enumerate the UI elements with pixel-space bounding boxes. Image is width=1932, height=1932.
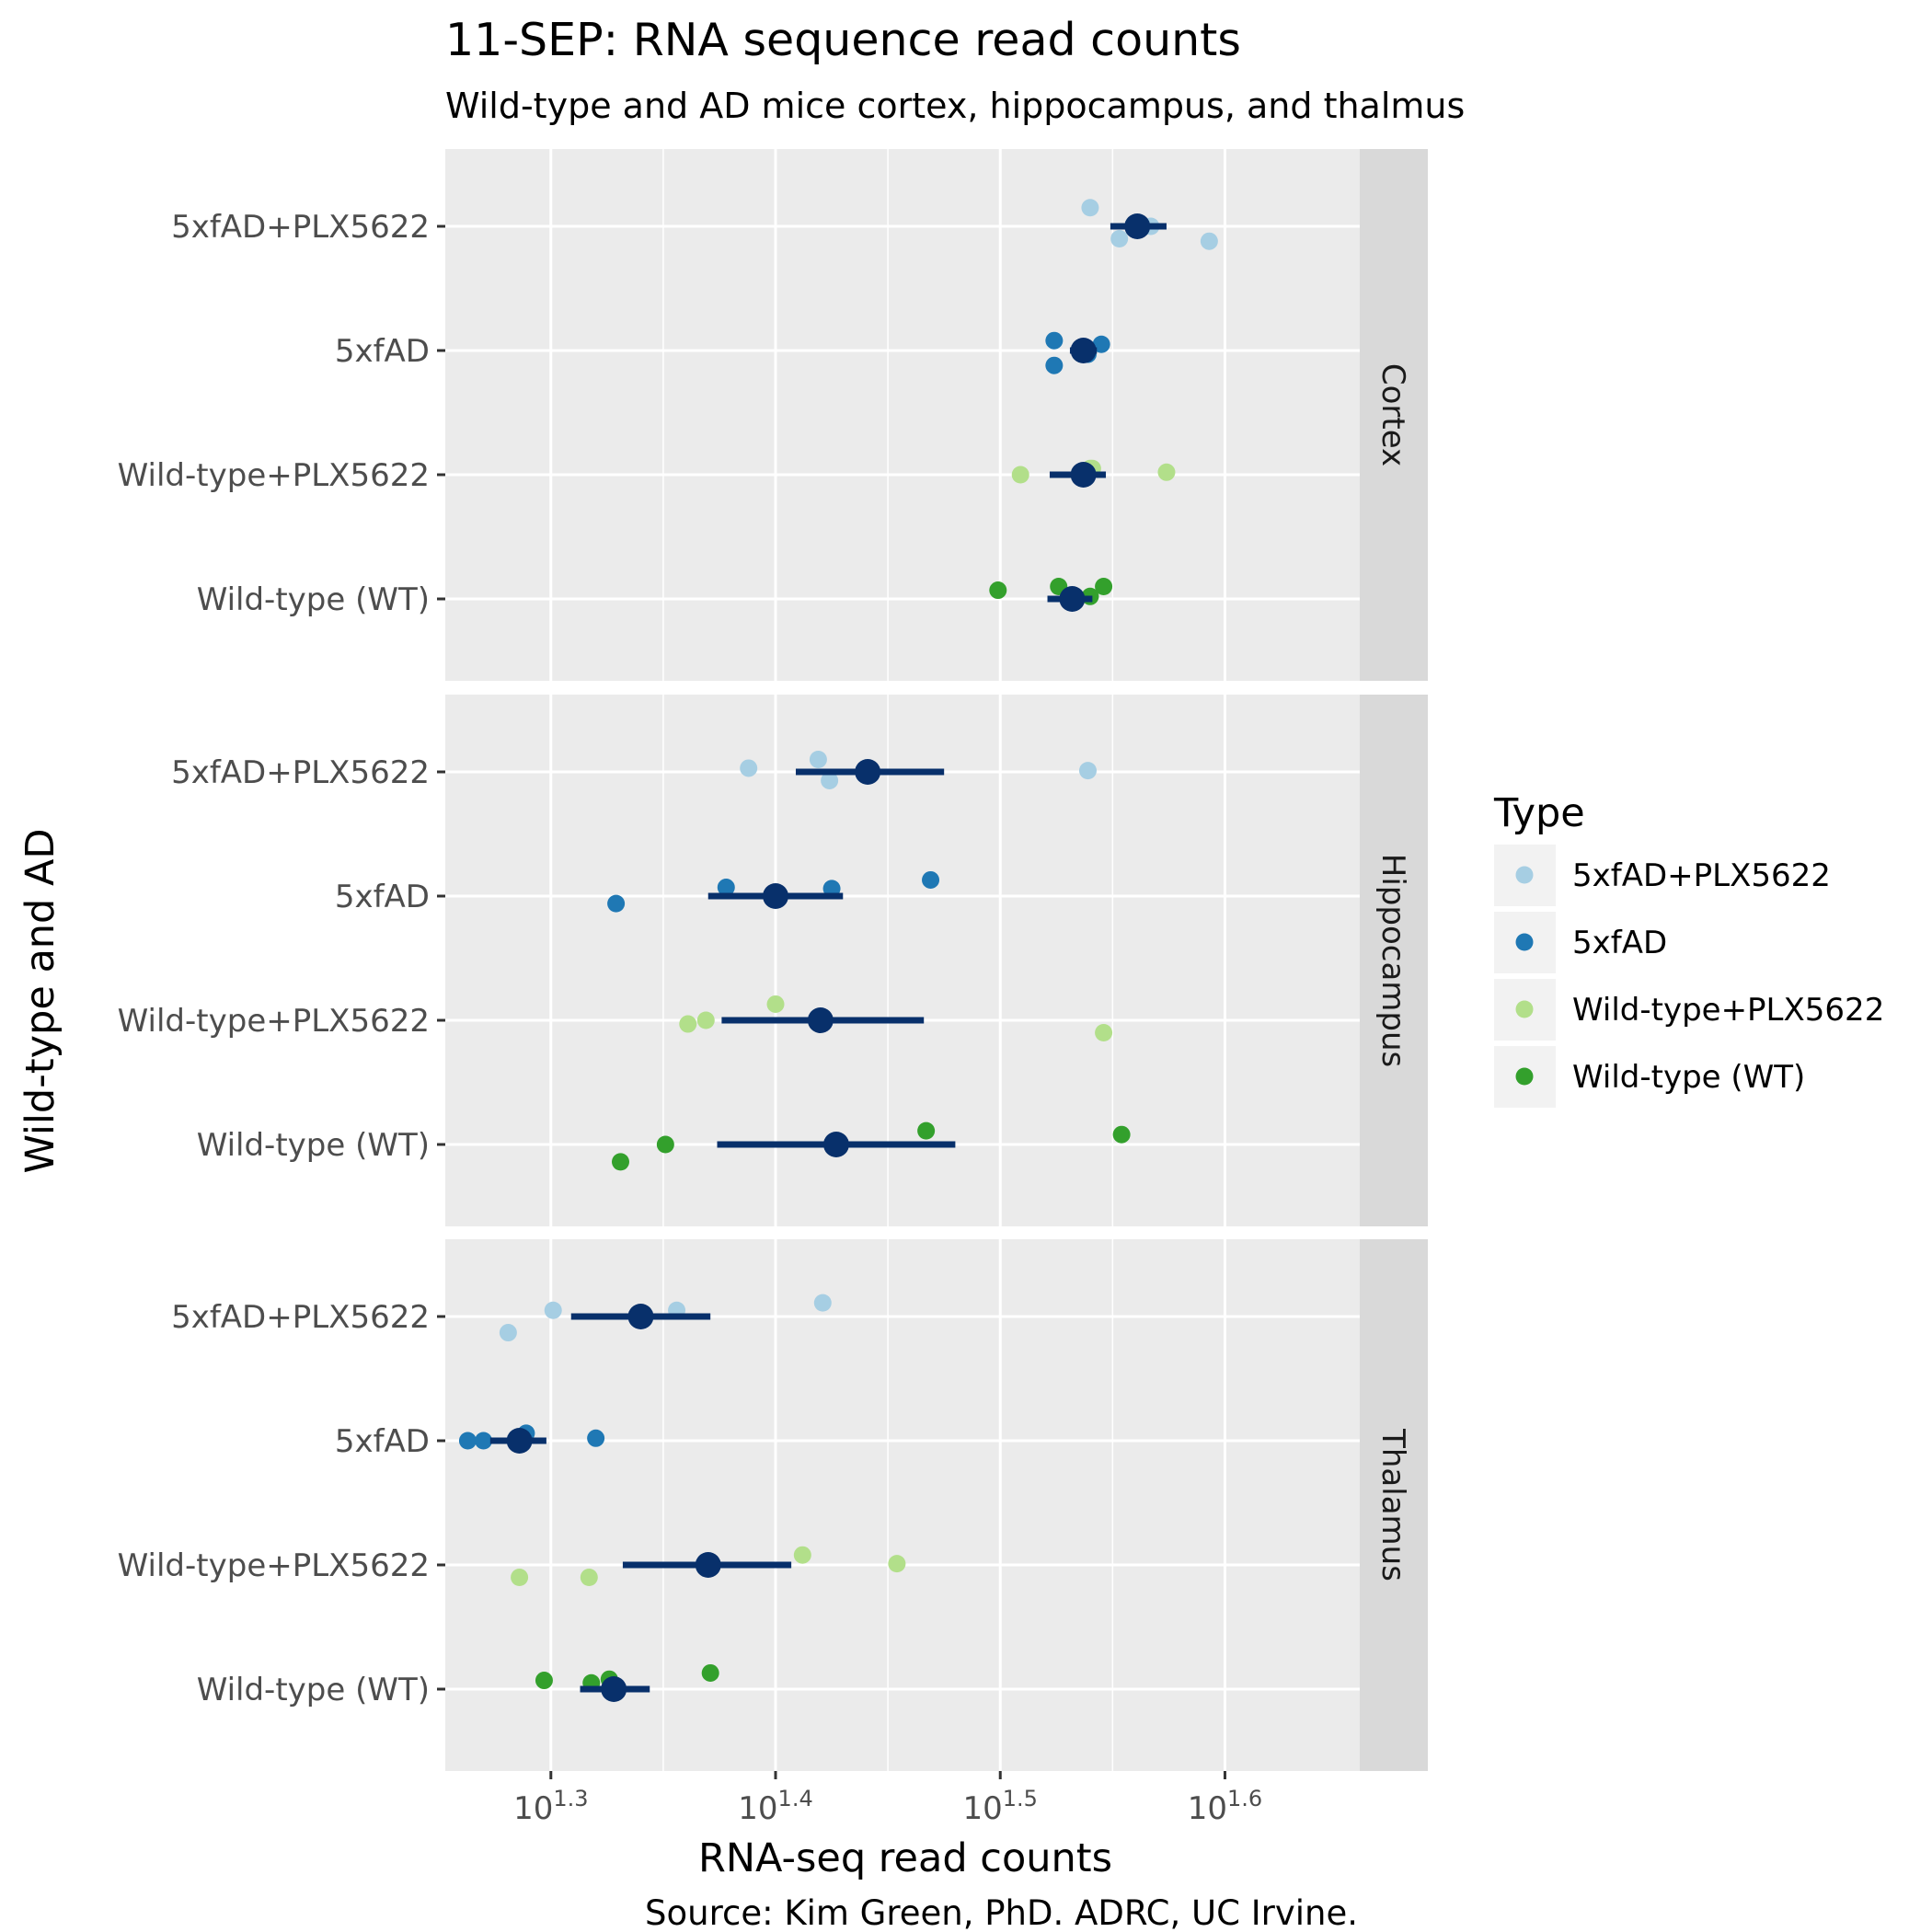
y-tick-label: Wild-type+PLX5622 <box>118 1003 430 1040</box>
mean-point <box>627 1304 654 1329</box>
data-point <box>1157 463 1176 481</box>
mean-point <box>695 1552 721 1578</box>
data-point <box>888 1555 906 1573</box>
data-point <box>989 581 1007 600</box>
data-point <box>1095 1024 1113 1041</box>
mean-point <box>1070 338 1097 363</box>
strip-thalamus <box>1360 1239 1428 1771</box>
legend-label: Wild-type+PLX5622 <box>1572 992 1884 1029</box>
legend-title: Type <box>1493 790 1585 836</box>
legend-swatch <box>1515 933 1534 951</box>
y-tick-label: 5xfAD+PLX5622 <box>171 209 430 246</box>
legend-item: 5xfAD+PLX5622 <box>1494 845 1831 906</box>
y-tick-label: Wild-type (WT) <box>197 1672 430 1708</box>
data-point <box>679 1015 697 1033</box>
data-point <box>607 894 626 913</box>
strip-label: Cortex <box>1374 363 1411 466</box>
chart-subtitle: Wild-type and AD mice cortex, hippocampu… <box>445 86 1465 126</box>
x-tick-label: 101.6 <box>1188 1786 1262 1827</box>
y-axis-label: Wild-type and AD <box>17 828 63 1173</box>
data-point <box>1112 1125 1131 1144</box>
x-tick-label: 101.4 <box>738 1786 812 1827</box>
strip-cortex <box>1360 149 1428 681</box>
data-point <box>717 879 735 897</box>
data-point <box>917 1121 936 1140</box>
legend-item: Wild-type (WT) <box>1494 1046 1805 1108</box>
data-point <box>475 1432 493 1450</box>
x-axis-label: RNA-seq read counts <box>698 1835 1112 1881</box>
mean-point <box>1059 586 1086 612</box>
data-point <box>1045 331 1064 350</box>
legend: Type 5xfAD+PLX5622 5xfAD Wild-type+PLX5622… <box>1493 790 1884 1108</box>
panel-background <box>445 695 1360 1226</box>
strip-label: Thalamus <box>1374 1428 1411 1581</box>
data-point <box>458 1432 477 1450</box>
data-point <box>1045 356 1064 374</box>
panel-thalamus: 5xfAD+PLX5622 5xfAD Wild-type+PLX5622 Wild-… <box>118 1239 1428 1771</box>
y-tick-label: 5xfAD <box>335 879 430 915</box>
strip-label: Hippocampus <box>1374 854 1411 1067</box>
data-point <box>587 1429 605 1447</box>
mean-point <box>807 1007 834 1033</box>
data-point <box>813 1294 832 1312</box>
data-point <box>701 1663 719 1682</box>
data-point <box>535 1672 553 1690</box>
legend-label: 5xfAD <box>1572 925 1667 961</box>
data-point <box>809 751 827 768</box>
legend-swatch <box>1515 1067 1534 1086</box>
data-point <box>580 1569 598 1586</box>
data-point <box>1110 230 1129 247</box>
mean-point <box>506 1428 533 1454</box>
y-tick-label: 5xfAD <box>335 333 430 370</box>
legend-item: Wild-type+PLX5622 <box>1494 979 1884 1041</box>
data-point <box>1078 762 1097 780</box>
panel-background <box>445 149 1360 681</box>
y-tick-label: 5xfAD+PLX5622 <box>171 1299 430 1336</box>
caption: Source: Kim Green, PhD. ADRC, UC Irvine. <box>645 1893 1358 1932</box>
mean-point <box>601 1676 627 1702</box>
legend-swatch <box>1515 1000 1534 1018</box>
strip-hippocampus <box>1360 695 1428 1226</box>
y-tick-label: Wild-type+PLX5622 <box>118 1547 430 1584</box>
y-tick-label: 5xfAD+PLX5622 <box>171 754 430 791</box>
y-tick-label: Wild-type (WT) <box>197 1127 430 1164</box>
mean-point <box>763 883 789 909</box>
legend-items: 5xfAD+PLX5622 5xfAD Wild-type+PLX5622 Wild-… <box>1494 845 1884 1108</box>
data-point <box>821 771 839 789</box>
data-point <box>793 1546 811 1564</box>
data-point <box>1081 199 1099 217</box>
legend-item: 5xfAD <box>1494 912 1667 973</box>
mean-point <box>855 759 881 785</box>
panels: 5xfAD+PLX5622 5xfAD Wild-type+PLX5622 Wild-… <box>118 149 1428 1771</box>
panel-cortex: 5xfAD+PLX5622 5xfAD Wild-type+PLX5622 Wild-… <box>118 149 1428 681</box>
data-point <box>766 995 785 1013</box>
data-point <box>1011 466 1029 484</box>
data-point <box>1095 578 1113 595</box>
x-tick-label: 101.5 <box>963 1786 1038 1827</box>
data-point <box>499 1324 517 1342</box>
x-tick-label: 101.3 <box>513 1786 588 1827</box>
y-tick-label: Wild-type (WT) <box>197 581 430 618</box>
data-point <box>740 759 758 777</box>
legend-label: Wild-type (WT) <box>1572 1059 1805 1096</box>
data-point <box>1092 335 1110 353</box>
data-point <box>544 1301 562 1319</box>
data-point <box>1200 232 1218 250</box>
data-point <box>611 1153 629 1171</box>
legend-label: 5xfAD+PLX5622 <box>1572 857 1831 894</box>
chart-title: 11-SEP: RNA sequence read counts <box>445 14 1241 66</box>
y-tick-label: 5xfAD <box>335 1423 430 1460</box>
panel-hippocampus: 5xfAD+PLX5622 5xfAD Wild-type+PLX5622 Wild-… <box>118 695 1428 1226</box>
y-tick-label: Wild-type+PLX5622 <box>118 457 430 494</box>
data-point <box>922 870 940 889</box>
mean-point <box>822 1132 849 1157</box>
x-axis: 101.3 101.4 101.5 101.6 <box>513 1771 1262 1827</box>
mean-point <box>1124 213 1151 239</box>
legend-swatch <box>1515 866 1534 884</box>
data-point <box>696 1011 715 1029</box>
data-point <box>656 1135 674 1154</box>
mean-point <box>1070 462 1097 488</box>
data-point <box>511 1569 529 1586</box>
